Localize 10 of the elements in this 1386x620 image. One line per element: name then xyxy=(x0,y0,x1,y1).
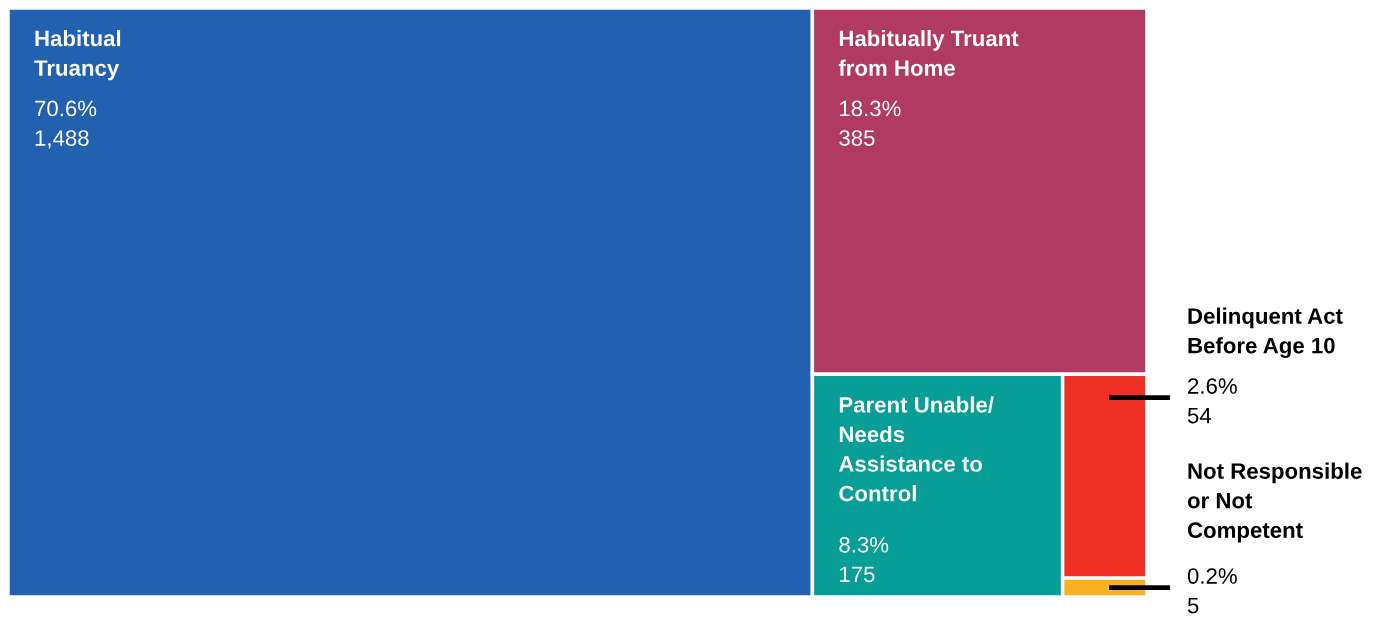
category-label: Habitual Truancy xyxy=(34,30,121,81)
data-label: 8.3% 175 xyxy=(839,536,889,583)
data-label: 0.2% 5 xyxy=(1187,568,1237,614)
data-label: 2.6% 54 xyxy=(1187,378,1237,424)
category-label: Delinquent Act Before Age 10 xyxy=(1188,307,1343,358)
data-label: 70.6% 1,488 xyxy=(35,100,97,149)
category-label: Not Responsible or Not Competent xyxy=(1187,462,1362,543)
data-label: 18.3% 385 xyxy=(839,100,901,146)
category-label: Parent Unable/ Needs Assistance to Control xyxy=(838,396,994,502)
category-label: Habitually Truant from Home xyxy=(838,30,1019,76)
